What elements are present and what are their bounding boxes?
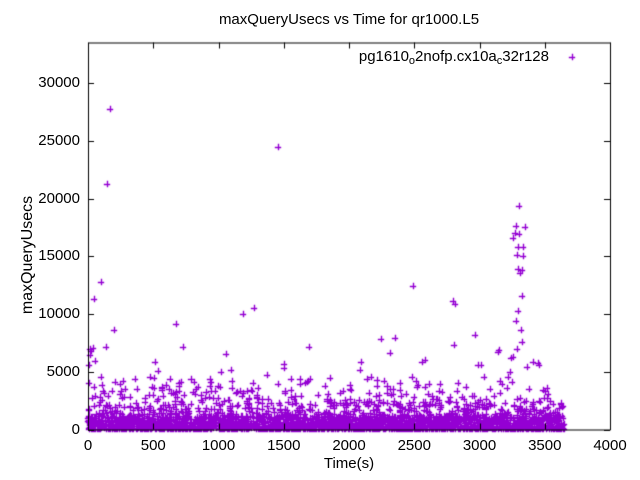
y-tick-label: 30000 [38, 74, 80, 92]
y-tick-label: 15000 [38, 247, 80, 265]
x-tick-label: 3000 [462, 437, 497, 454]
x-tick-label: 3500 [528, 437, 562, 454]
x-axis-label: Time(s) [323, 455, 375, 472]
x-tick-label: 1500 [267, 437, 301, 454]
x-tick-label: 0 [83, 437, 93, 454]
chart-title: maxQueryUsecs vs Time for qr1000.L5 [218, 11, 480, 28]
x-tick-label: 2000 [332, 437, 366, 454]
legend-subscript: o [408, 55, 416, 67]
x-tick-label: 2500 [397, 437, 431, 454]
y-tick-label: 20000 [38, 189, 80, 207]
y-tick-label: 5000 [46, 362, 80, 380]
y-tick-label: 25000 [38, 132, 80, 150]
legend-subscript: c [496, 55, 503, 67]
x-tick-label: 1000 [201, 437, 236, 454]
x-tick-label: 500 [140, 437, 166, 454]
legend-text: pg1610 [358, 48, 409, 65]
legend-text: 32r128 [502, 48, 549, 65]
y-tick-label: 10000 [38, 305, 80, 323]
x-tick-label: 4000 [593, 437, 627, 454]
legend-text: 2nofp.cx10a [415, 48, 497, 65]
y-tick-label: 0 [71, 420, 80, 438]
legend-entry-label: pg1610o2nofp.cx10ac32r128 [358, 48, 549, 67]
